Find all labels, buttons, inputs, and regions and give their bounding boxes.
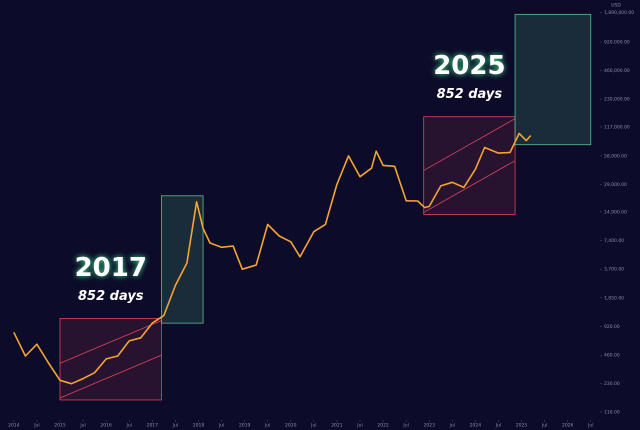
y-tick-label: 920.00 (604, 324, 620, 330)
x-tick-label: Jul (310, 423, 316, 429)
x-tick-label: 2020 (285, 423, 297, 429)
y-tick-label: 230.00 (604, 381, 620, 387)
x-tick-label: Jul (264, 423, 270, 429)
y-tick-label: 14,900.00 (604, 209, 627, 215)
x-tick-label: Jul (172, 423, 178, 429)
x-tick-label: Jul (449, 423, 455, 429)
range-box (423, 116, 516, 215)
channel-line (59, 320, 162, 364)
y-tick-label: 58,000.00 (604, 153, 627, 159)
x-tick-label: 2023 (424, 423, 436, 429)
x-tick-label: Jul (541, 423, 547, 429)
y-tick-label: 460.00 (604, 353, 620, 359)
y-tick-label: 29,000.00 (604, 182, 627, 188)
x-tick-label: Jul (356, 423, 362, 429)
annotation-title: 2025 (433, 51, 505, 81)
x-tick-label: 2022 (377, 423, 389, 429)
x-tick-label: Jul (402, 423, 408, 429)
x-tick-label: 2024 (470, 423, 482, 429)
currency-label: USD (611, 3, 621, 9)
y-tick-label: 920,000.00 (604, 39, 630, 45)
x-tick-label: 2015 (54, 423, 66, 429)
x-tick-label: 2025 (516, 423, 528, 429)
x-tick-label: Jul (495, 423, 501, 429)
x-tick-label: 2026 (562, 423, 574, 429)
y-tick-label: 116.00 (604, 409, 620, 415)
x-tick-label: Jul (79, 423, 85, 429)
annotation-subtitle: 852 days (78, 289, 144, 304)
target-box (514, 13, 592, 146)
channel-line (423, 118, 516, 171)
y-tick-label: 1,850.00 (604, 295, 624, 301)
x-tick-label: Jul (218, 423, 224, 429)
x-tick-label: Jul (33, 423, 39, 429)
x-tick-label: 2014 (8, 423, 20, 429)
x-tick-label: 2018 (193, 423, 205, 429)
y-tick-label: 230,000.00 (604, 97, 630, 103)
x-tick-label: 2017 (147, 423, 159, 429)
x-tick-label: Jul (587, 423, 593, 429)
y-tick-label: 1,890,000.00 (604, 10, 634, 16)
price-line (13, 132, 532, 385)
y-tick-label: 3,700.00 (604, 267, 624, 273)
x-tick-label: Jul (126, 423, 132, 429)
x-tick-label: 2019 (239, 423, 251, 429)
annotation-title: 2017 (75, 253, 147, 283)
y-tick-label: 7,400.00 (604, 238, 624, 244)
channel-line (59, 354, 162, 399)
y-tick-label: 117,000.00 (604, 124, 630, 130)
y-tick-label: 460,000.00 (604, 68, 630, 74)
channel-line (423, 160, 516, 213)
annotation-subtitle: 852 days (437, 87, 503, 102)
x-tick-label: 2021 (331, 423, 343, 429)
x-tick-label: 2016 (100, 423, 112, 429)
